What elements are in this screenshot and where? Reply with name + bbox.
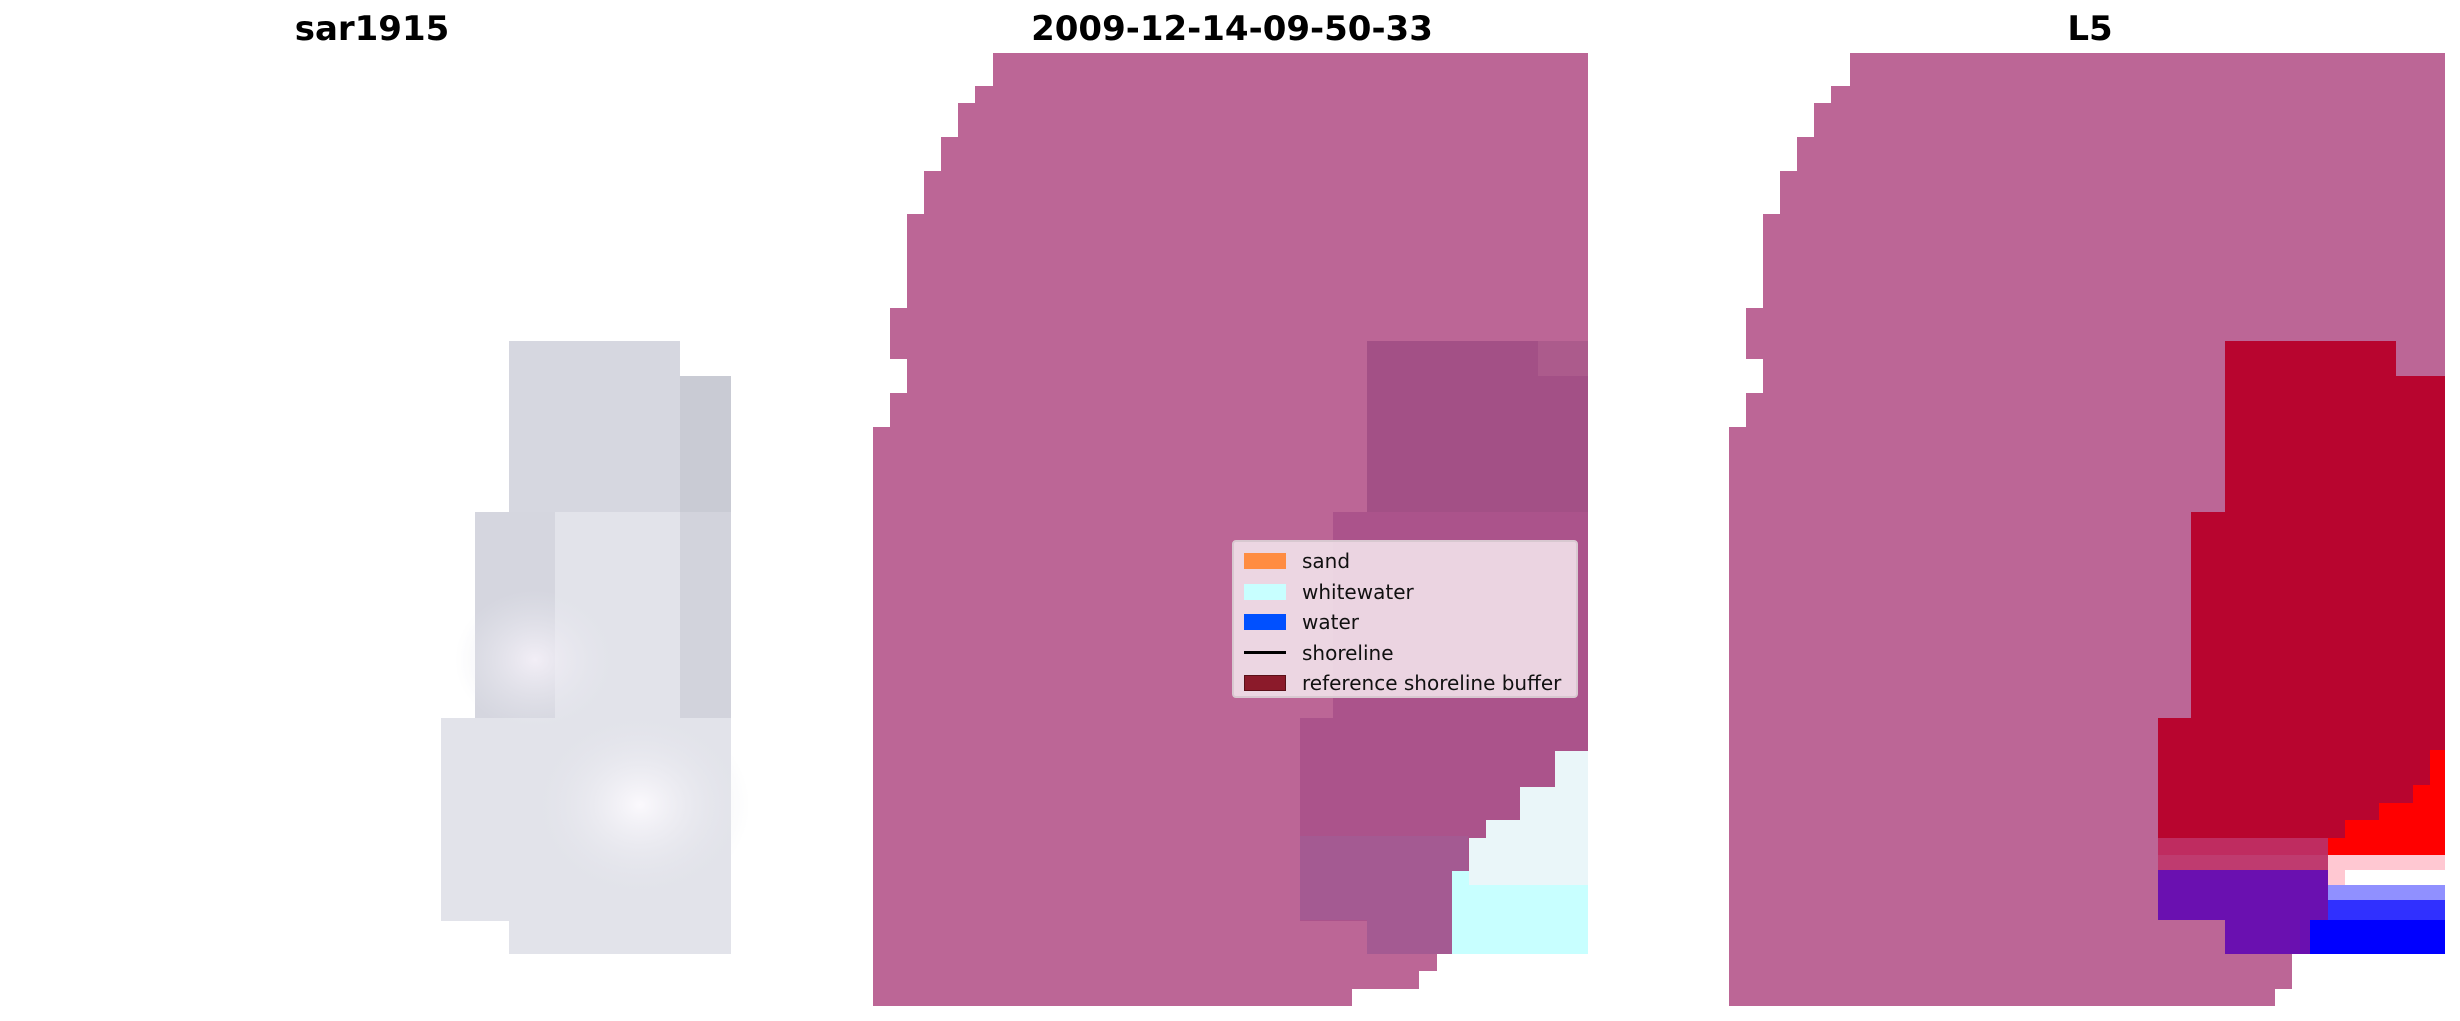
index-purple-band	[2158, 870, 2328, 920]
image-tile-mid-right	[680, 512, 731, 718]
panel-title-l5: L5	[2067, 9, 2112, 49]
panel-title-sar1915: sar1915	[295, 9, 450, 49]
index-high-positive	[2328, 750, 2445, 855]
whitewater-foam-strip	[1469, 751, 1588, 885]
legend-item-reference-buffer: reference shoreline buffer	[1244, 668, 1566, 699]
buffer-lower-tile-2	[1367, 871, 1452, 954]
image-tile-upper	[509, 341, 680, 512]
panel-title-date: 2009-12-14-09-50-33	[1031, 9, 1433, 49]
legend-item-shoreline: shoreline	[1244, 638, 1566, 669]
image-bright-patch-large	[530, 710, 750, 900]
index-blue-region	[2310, 920, 2445, 954]
legend-label-reference-buffer: reference shoreline buffer	[1302, 671, 1562, 696]
sand-swatch	[1244, 553, 1286, 570]
whitewater-swatch	[1244, 583, 1286, 600]
legend-label-whitewater: whitewater	[1302, 579, 1414, 604]
image-tile-upper-right	[680, 376, 731, 512]
index-transition-band	[2158, 838, 2328, 872]
image-bright-patch	[455, 590, 615, 730]
classification-panel	[873, 53, 1588, 1006]
index-white-core	[2345, 870, 2445, 886]
index-purple-low	[2225, 920, 2310, 954]
legend-label-shoreline: shoreline	[1302, 640, 1394, 665]
satellite-image-panel	[441, 341, 750, 954]
legend-item-sand: sand	[1244, 546, 1566, 577]
legend-item-water: water	[1244, 607, 1566, 638]
index-panel	[1729, 53, 2445, 1006]
water-swatch	[1244, 614, 1286, 631]
legend-label-sand: sand	[1302, 549, 1351, 574]
shoreline-line-swatch	[1244, 651, 1286, 655]
legend-label-water: water	[1302, 610, 1359, 635]
index-blue-mid	[2328, 900, 2445, 920]
buffer-darker-band	[1367, 341, 1588, 512]
reference-buffer-swatch	[1244, 675, 1286, 692]
legend: sand whitewater water shoreline referenc…	[1232, 540, 1578, 698]
index-positive-region	[2158, 341, 2445, 855]
legend-item-whitewater: whitewater	[1244, 577, 1566, 608]
